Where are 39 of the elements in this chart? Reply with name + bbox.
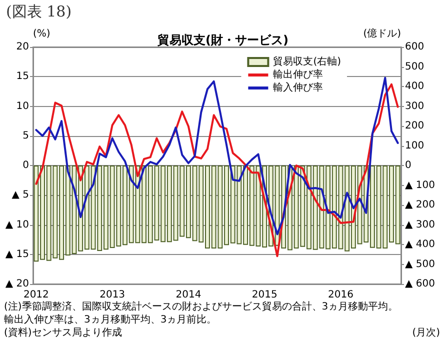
y2-tick-label: ▲ 500 — [405, 258, 435, 270]
y-tick-label: 5 — [22, 130, 29, 142]
y2-tick-label: 300 — [405, 100, 424, 112]
y2-tick-label: ▲ 100 — [405, 180, 435, 191]
y-tick-label: 10 — [16, 100, 29, 112]
legend-label: 貿易収支(右軸) — [273, 56, 342, 68]
legend-label: 輸出伸び率 — [273, 68, 324, 80]
y2-tick-label: ▲ 600 — [405, 278, 435, 290]
text: (資料)センサス局より作成 — [4, 326, 122, 338]
y2-tick-label: 0 — [405, 160, 412, 171]
chart-title: 貿易収支(財・サービス) — [156, 33, 288, 47]
x-tick-label: 2015 — [252, 290, 278, 300]
text: 輸出入伸び率は、3ヵ月移動平均、3ヵ月前比。 — [4, 314, 217, 326]
y2-tick-label: 400 — [405, 81, 424, 92]
text: (注)季節調整済、国際収支統計ベースの財およびサービス貿易の合計、3ヵ月移動平均。 — [4, 300, 398, 312]
line-series — [35, 83, 399, 258]
y-tick-label: ▲ 10 — [5, 219, 29, 230]
x-axis-title: (月次) — [412, 328, 440, 338]
x-tick-label: 2016 — [328, 290, 354, 300]
y-tick-label: ▲ 15 — [5, 248, 29, 260]
y2-tick-label: 500 — [405, 61, 424, 72]
x-tick-label: 2014 — [176, 290, 202, 300]
legend-label: 輸入伸び率 — [273, 82, 324, 94]
y2-tick-label: 600 — [405, 42, 424, 52]
x-tick-label: 2012 — [23, 290, 49, 300]
y2-tick-label: ▲ 200 — [405, 200, 435, 210]
y2-tick-label: ▲ 300 — [405, 219, 435, 230]
y-tick-label: ▲ 5 — [12, 190, 29, 201]
y2-tick-label: 100 — [405, 140, 424, 152]
text: (図表 18) — [6, 2, 72, 20]
y2-axis-title: (億ドル) — [363, 28, 402, 40]
y-tick-label: 20 — [16, 42, 29, 52]
y2-tick-label: ▲ 400 — [405, 239, 435, 250]
y2-tick-label: 200 — [405, 120, 424, 132]
x-tick-label: 2013 — [100, 290, 126, 300]
y-tick-label: ▲ 20 — [5, 278, 29, 290]
y-axis-title: (%) — [33, 28, 50, 40]
y-tick-label: 0 — [22, 160, 29, 171]
y-tick-label: 15 — [16, 71, 29, 82]
